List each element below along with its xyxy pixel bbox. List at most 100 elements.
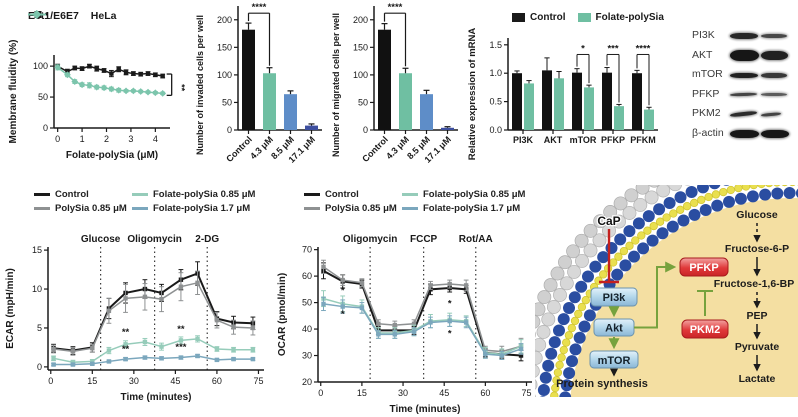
svg-text:Time (minutes): Time (minutes) (121, 392, 192, 403)
svg-text:40: 40 (302, 324, 312, 334)
svg-text:Oligomycin: Oligomycin (127, 234, 181, 245)
legend-item: Folate-polySia 0.85 μM (402, 189, 544, 200)
svg-text:Folate-polySia (μM): Folate-polySia (μM) (66, 150, 158, 161)
legend-item: Folate-polySia 1.7 μM (132, 203, 274, 214)
svg-text:75: 75 (253, 376, 263, 386)
blot-band (761, 34, 787, 38)
svg-text:70: 70 (302, 245, 312, 255)
panel-mrna-expression: 0.0 0.5 1.0 1.5 Relative expression of mRNA P… (464, 0, 664, 188)
svg-text:0.0: 0.0 (489, 125, 502, 135)
legend-label: HeLa (90, 10, 117, 22)
blot-band (760, 111, 782, 117)
svg-text:1: 1 (80, 134, 85, 144)
blot-row-PFKP: PFKP (664, 87, 798, 103)
blot-band (730, 50, 759, 61)
glucose-label: Glucose (736, 209, 778, 221)
svg-text:15: 15 (32, 245, 42, 255)
panel-migrated-cells: 0 50 100 150 200 Number of migrated cells per… (328, 0, 464, 188)
legend-item-folate-polysia: Folate-polySia (577, 12, 664, 23)
svg-text:****: **** (388, 2, 403, 13)
blot-band (729, 110, 758, 118)
svg-text:30: 30 (398, 388, 408, 398)
svg-text:****: **** (636, 43, 651, 54)
blot-protein-label: AKT (692, 48, 713, 61)
svg-text:60: 60 (302, 271, 312, 281)
svg-text:20: 20 (302, 377, 312, 387)
svg-text:0: 0 (43, 123, 48, 133)
svg-text:*: * (341, 309, 345, 320)
panel-ocar: Oligomycin FCCP Rot/AA 20 30 40 50 60 70 0 15 30 45 6… (272, 185, 540, 417)
svg-text:100: 100 (353, 70, 368, 80)
svg-text:**: ** (122, 327, 130, 338)
svg-text:50: 50 (358, 97, 368, 107)
panel-western-blot: PI3K AKT mTOR PFKP PKM2 β-actin (664, 0, 798, 188)
svg-text:15: 15 (357, 388, 367, 398)
akt-pfkp-arrow (634, 261, 677, 329)
svg-text:PFKP: PFKP (689, 262, 718, 274)
blot-row-AKT: AKT (664, 48, 798, 64)
svg-text:Glucose: Glucose (81, 234, 121, 245)
legend-item: Control (34, 189, 132, 200)
pkm2-node: PKM2 (681, 319, 729, 339)
folate-polysia-swatch-icon (577, 13, 591, 22)
lactate-label: Lactate (739, 373, 776, 385)
svg-text:0: 0 (37, 362, 42, 372)
svg-text:200: 200 (217, 15, 232, 25)
legend-label: Folate-polySia 0.85 μM (153, 189, 256, 200)
svg-text:0: 0 (318, 388, 323, 398)
svg-text:3: 3 (128, 134, 133, 144)
blot-protein-label: PI3K (692, 29, 715, 41)
svg-text:100: 100 (33, 61, 48, 71)
line-swatch-icon (34, 193, 50, 196)
legend-item: PolySia 0.85 μM (34, 203, 132, 214)
pyruvate-label: Pyruvate (735, 341, 780, 353)
svg-text:FCCP: FCCP (410, 234, 438, 245)
svg-text:*: * (581, 43, 585, 54)
svg-text:Time (minutes): Time (minutes) (390, 404, 461, 415)
svg-text:PI3k: PI3k (603, 292, 627, 304)
fluidity-legend: Ect1/E6E7 HeLa (28, 10, 116, 22)
svg-text:PFKM: PFKM (630, 135, 656, 145)
svg-text:30: 30 (129, 376, 139, 386)
pathway-diagram: CaP PI3k Akt mTOR Protein synthesis (535, 185, 798, 397)
blot-band (761, 72, 787, 78)
line-swatch-icon (132, 207, 148, 210)
pep-label: PEP (746, 310, 767, 322)
legend-item: Folate-polySia 1.7 μM (402, 203, 544, 214)
svg-text:PFKP: PFKP (601, 135, 625, 145)
svg-text:2-DG: 2-DG (195, 234, 219, 245)
blot-band (761, 51, 788, 60)
svg-text:50: 50 (222, 97, 232, 107)
svg-text:5: 5 (37, 323, 42, 333)
svg-text:Membrane fluidity (%): Membrane fluidity (%) (8, 40, 19, 144)
line-swatch-icon (402, 193, 418, 196)
svg-text:*: * (448, 328, 452, 339)
svg-text:Number of migrated cells per w: Number of migrated cells per well (331, 13, 341, 157)
blot-row-PI3K: PI3K (664, 28, 798, 44)
legend-label: Folate-polySia (595, 12, 664, 23)
blot-protein-label: PKM2 (692, 107, 721, 119)
f16bp-pkm2-link (697, 290, 713, 316)
pfkp-node: PFKP (679, 257, 729, 277)
svg-text:Rot/AA: Rot/AA (459, 234, 493, 245)
legend-item-control: Control (512, 12, 566, 23)
legend-label: PolySia 0.85 μM (55, 203, 127, 214)
svg-text:0: 0 (227, 125, 232, 135)
cell-membrane (535, 185, 798, 397)
svg-text:150: 150 (353, 42, 368, 52)
blot-protein-label: mTOR (692, 68, 723, 80)
f6p-label: Fructose-6-P (725, 243, 789, 255)
svg-text:Control: Control (360, 134, 390, 164)
legend-item-hela: HeLa (28, 10, 117, 22)
svg-text:100: 100 (217, 70, 232, 80)
pi3k-node: PI3k (590, 287, 638, 307)
blot-band (729, 92, 758, 97)
svg-text:mTOR: mTOR (598, 355, 631, 367)
blot-protein-label: PFKP (692, 87, 720, 100)
svg-text:**: ** (177, 324, 185, 335)
legend-item: Control (304, 189, 402, 200)
legend-label: Folate-polySia 1.7 μM (423, 203, 521, 214)
legend-item: Folate-polySia 0.85 μM (132, 189, 274, 200)
svg-text:0: 0 (55, 134, 60, 144)
line-swatch-icon (132, 193, 148, 196)
